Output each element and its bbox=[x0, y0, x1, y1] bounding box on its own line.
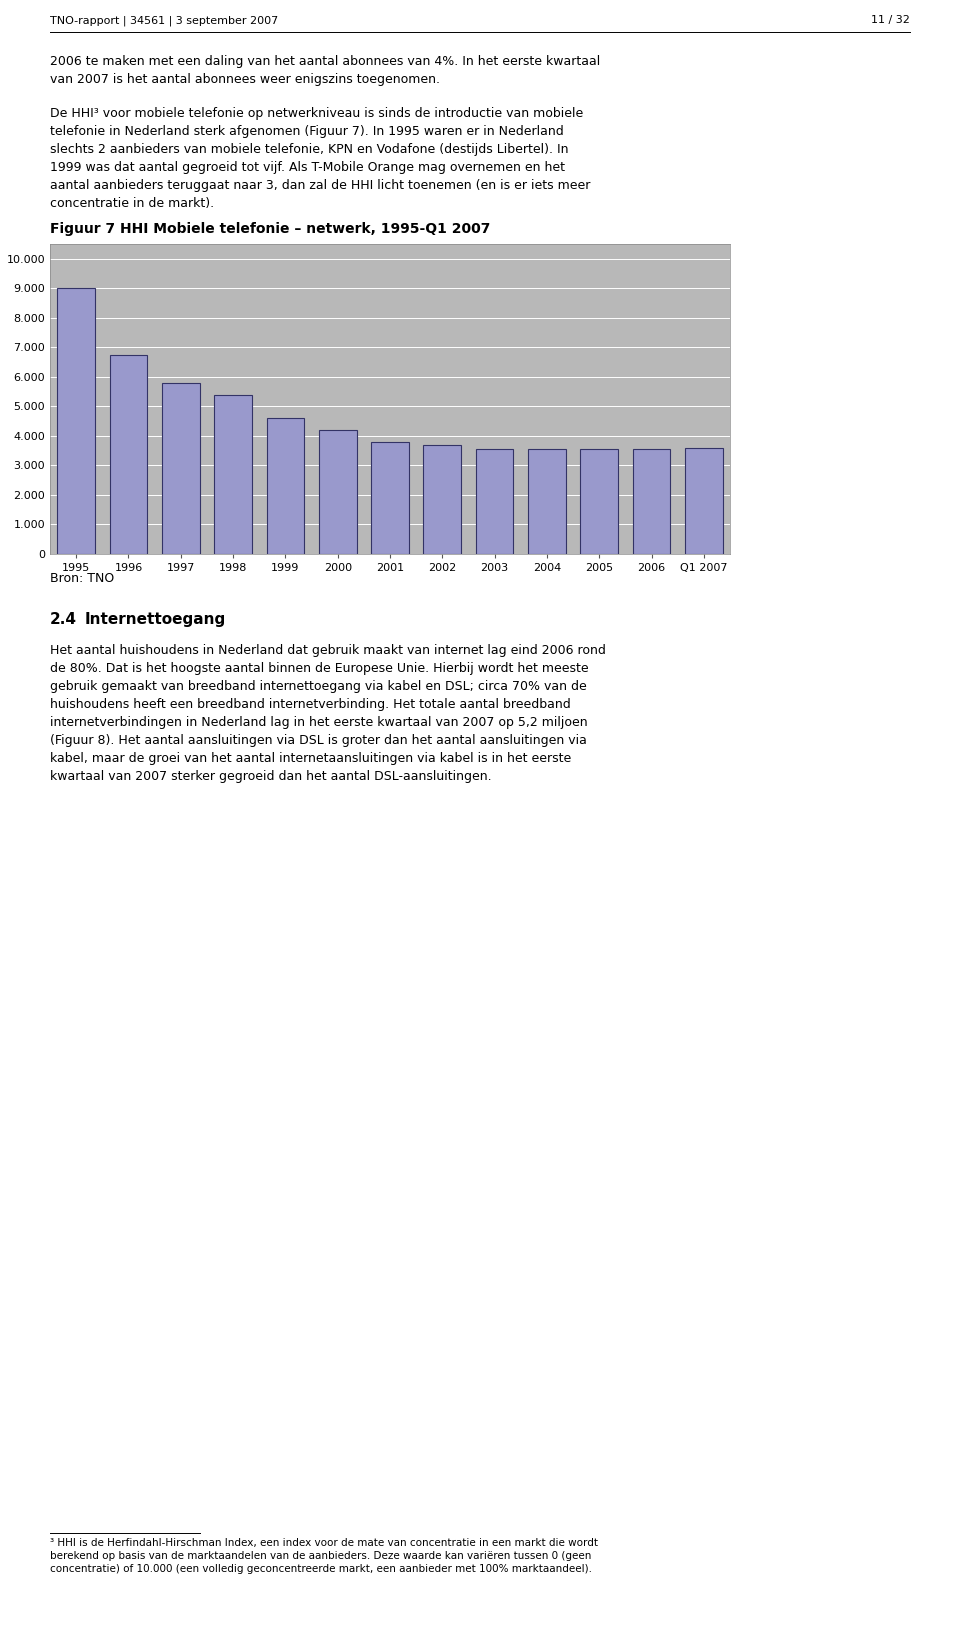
Bar bbox=[372, 442, 409, 554]
Bar bbox=[685, 449, 723, 554]
Bar bbox=[109, 355, 147, 554]
Bar bbox=[581, 449, 618, 554]
Text: Het aantal huishoudens in Nederland dat gebruik maakt van internet lag eind 2006: Het aantal huishoudens in Nederland dat … bbox=[50, 644, 606, 783]
Text: Bron: TNO: Bron: TNO bbox=[50, 572, 114, 585]
Text: ³ HHI is de Herfindahl-Hirschman Index, een index voor de mate van concentratie : ³ HHI is de Herfindahl-Hirschman Index, … bbox=[50, 1538, 598, 1574]
Bar bbox=[319, 431, 356, 554]
Bar bbox=[528, 449, 565, 554]
Text: 11 / 32: 11 / 32 bbox=[872, 15, 910, 25]
Text: 2.4: 2.4 bbox=[50, 613, 77, 627]
Bar bbox=[267, 418, 304, 554]
Text: TNO-rapport | 34561 | 3 september 2007: TNO-rapport | 34561 | 3 september 2007 bbox=[50, 15, 278, 26]
Bar bbox=[476, 449, 514, 554]
Bar bbox=[214, 395, 252, 554]
Bar bbox=[423, 446, 461, 554]
Bar bbox=[162, 383, 200, 554]
Text: De HHI³ voor mobiele telefonie op netwerkniveau is sinds de introductie van mobi: De HHI³ voor mobiele telefonie op netwer… bbox=[50, 106, 590, 210]
Text: Internettoegang: Internettoegang bbox=[84, 613, 227, 627]
Bar bbox=[633, 449, 670, 554]
Bar bbox=[58, 288, 95, 554]
Text: Figuur 7 HHI Mobiele telefonie – netwerk, 1995-Q1 2007: Figuur 7 HHI Mobiele telefonie – netwerk… bbox=[50, 223, 491, 236]
Text: 2006 te maken met een daling van het aantal abonnees van 4%. In het eerste kwart: 2006 te maken met een daling van het aan… bbox=[50, 56, 600, 87]
